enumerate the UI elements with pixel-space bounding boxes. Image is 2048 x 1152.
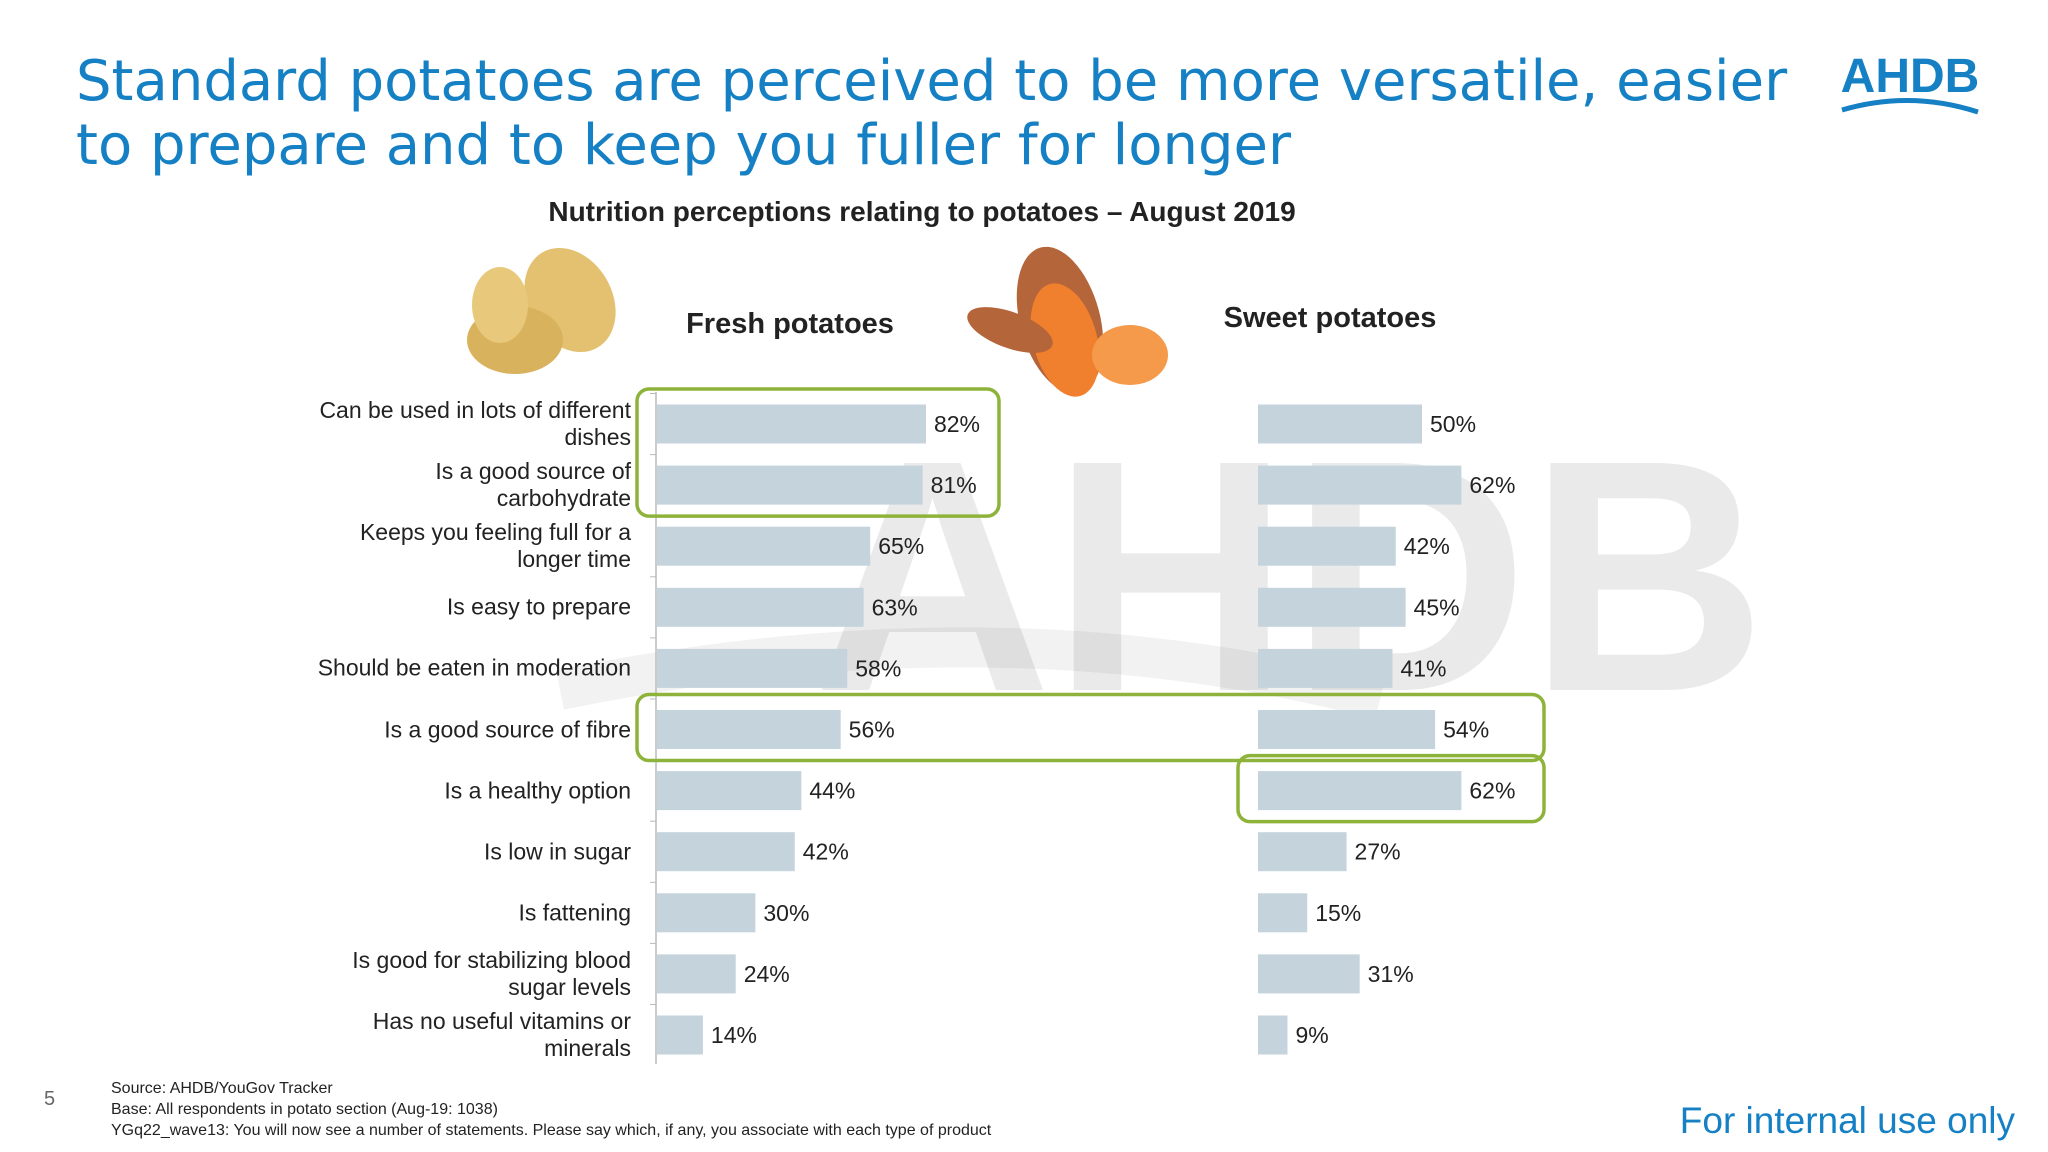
category-label: Is easy to prepare: [446, 593, 631, 620]
value-label: 45%: [1414, 594, 1460, 620]
value-label: 62%: [1469, 472, 1515, 498]
source-note: YGq22_wave13: You will now see a number …: [111, 1122, 992, 1139]
value-label: 58%: [855, 655, 901, 681]
value-label: 65%: [878, 533, 924, 559]
value-label: 82%: [934, 411, 980, 437]
bar: [657, 771, 802, 811]
bar: [1258, 526, 1396, 566]
bar: [657, 710, 841, 749]
highlight-box: [635, 387, 1001, 518]
source-note: Source: AHDB/YouGov Tracker: [111, 1080, 333, 1097]
footer: For internal use only: [1679, 1100, 2015, 1141]
bar: [657, 832, 795, 872]
bar: [657, 1015, 703, 1055]
value-label: 42%: [1404, 533, 1450, 559]
bar: [657, 404, 926, 444]
value-label: 54%: [1443, 717, 1489, 743]
highlight-box: [1236, 753, 1546, 824]
potato-image: [467, 247, 616, 374]
value-label: 44%: [809, 778, 855, 804]
category-label: Is fattening: [518, 899, 631, 926]
category-label: Can be used in lots of different dishes: [319, 397, 631, 450]
chart-title: Nutrition perceptions relating to potato…: [548, 196, 1295, 227]
sweet-potato-image: [967, 246, 1168, 397]
panel-header: Fresh potatoes: [686, 308, 894, 340]
source-note: Base: All respondents in potato section …: [111, 1101, 498, 1118]
bar: [1258, 1015, 1288, 1055]
watermark: AHDB: [813, 391, 1766, 760]
page-number: 5: [44, 1088, 56, 1110]
category-label: Is good for stabilizing blood sugar leve…: [352, 946, 631, 1000]
value-label: 31%: [1368, 961, 1414, 987]
bar: [1258, 465, 1462, 505]
category-label: Is a good source of fibre: [384, 716, 631, 742]
bar: [657, 893, 756, 933]
value-label: 14%: [711, 1022, 757, 1048]
bar: [1258, 404, 1422, 444]
logo-swoosh: [1841, 98, 1979, 115]
value-label: 41%: [1400, 655, 1446, 681]
bar: [1258, 832, 1347, 872]
bar: [1258, 954, 1360, 994]
slide-title: Standard potatoes are perceived to be mo…: [76, 49, 1788, 178]
value-label: 30%: [763, 900, 809, 926]
bar: [1258, 771, 1462, 811]
highlight-box: [635, 692, 1546, 763]
category-label: Is a good source of carbohydrate: [435, 458, 631, 512]
bar: [1258, 710, 1436, 749]
value-label: 56%: [849, 717, 895, 743]
logo: AHDB: [1841, 50, 1980, 103]
value-label: 63%: [872, 594, 918, 620]
bar: [1258, 648, 1393, 688]
bar: [657, 526, 871, 566]
value-label: 27%: [1355, 839, 1401, 865]
value-label: 62%: [1469, 778, 1515, 804]
value-label: 42%: [803, 839, 849, 865]
category-label: Is low in sugar: [483, 838, 631, 865]
bar: [1258, 587, 1406, 627]
bar: [657, 587, 864, 627]
value-label: 9%: [1296, 1022, 1329, 1048]
category-label: Has no useful vitamins or minerals: [372, 1008, 631, 1061]
value-label: 50%: [1430, 411, 1476, 437]
bar: [657, 648, 848, 688]
bar: [657, 954, 736, 994]
value-label: 15%: [1315, 900, 1361, 926]
bar: [657, 465, 923, 505]
category-label: Keeps you feeling full for a longer time: [359, 519, 631, 573]
category-label: Is a healthy option: [444, 777, 631, 804]
category-label: Should be eaten in moderation: [317, 654, 631, 681]
value-label: 81%: [931, 472, 977, 498]
bar: [1258, 893, 1308, 933]
value-label: 24%: [744, 961, 790, 987]
panel-header: Sweet potatoes: [1224, 302, 1437, 334]
